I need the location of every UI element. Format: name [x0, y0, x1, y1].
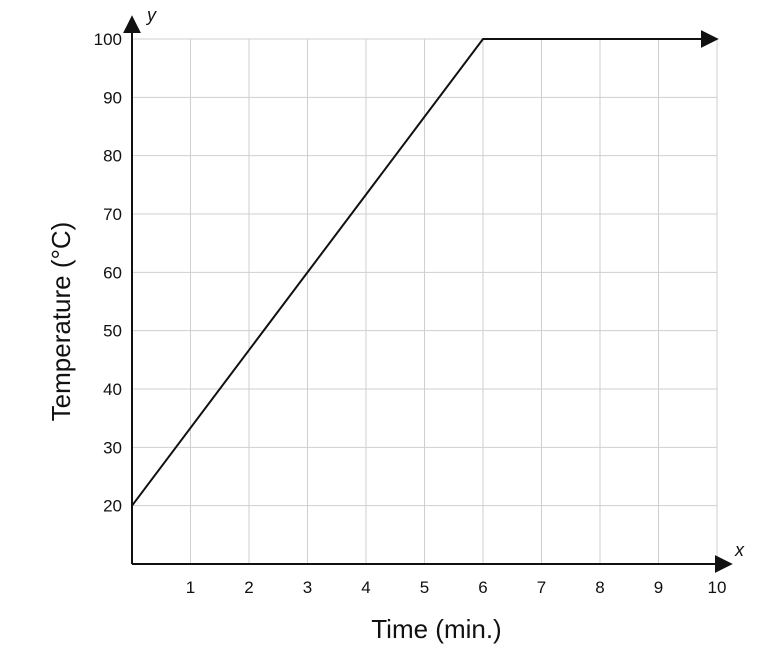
- tick-labels: 1 2 3 4 5 6 7 8 9 10 20 30 40 50 60 70 80 90 100: [94, 30, 727, 597]
- x-tick-label-8: 8: [595, 578, 604, 597]
- y-tick-label-80: 80: [103, 147, 122, 166]
- x-tick-label-10: 10: [708, 578, 727, 597]
- axes: x y: [123, 5, 745, 573]
- x-tick-label-6: 6: [478, 578, 487, 597]
- grid: [132, 38, 718, 564]
- y-tick-label-50: 50: [103, 322, 122, 341]
- x-tick-label-5: 5: [420, 578, 429, 597]
- x-tick-label-9: 9: [654, 578, 663, 597]
- x-tick-label-7: 7: [537, 578, 546, 597]
- x-axis-title: Time (min.): [371, 614, 501, 644]
- x-axis-letter: x: [734, 540, 745, 560]
- x-tick-label-3: 3: [303, 578, 312, 597]
- y-tick-label-90: 90: [103, 88, 122, 107]
- x-tick-label-1: 1: [186, 578, 195, 597]
- series-line-0: [131, 30, 719, 507]
- y-tick-label-20: 20: [103, 497, 122, 516]
- y-axis-letter: y: [145, 5, 157, 25]
- series: [131, 30, 719, 507]
- x-tick-label-2: 2: [244, 578, 253, 597]
- y-axis-title: Temperature (°C): [46, 222, 76, 422]
- y-tick-label-40: 40: [103, 380, 122, 399]
- y-tick-label-60: 60: [103, 263, 122, 282]
- y-tick-label-30: 30: [103, 438, 122, 457]
- x-tick-label-4: 4: [361, 578, 370, 597]
- y-tick-label-70: 70: [103, 205, 122, 224]
- y-tick-label-100: 100: [94, 30, 122, 49]
